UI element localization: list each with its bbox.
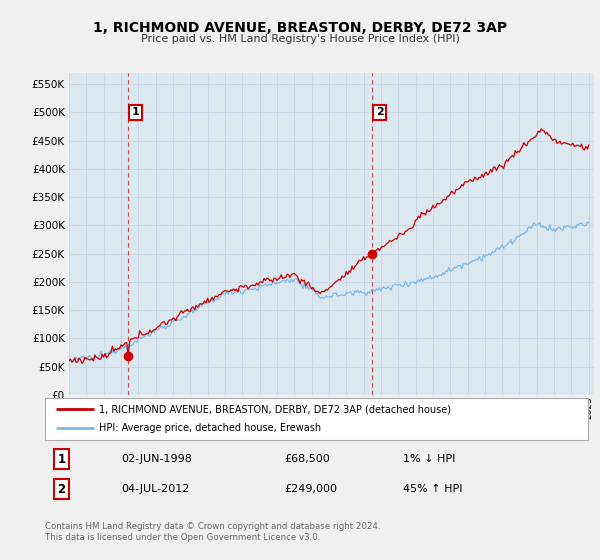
Text: 1, RICHMOND AVENUE, BREASTON, DERBY, DE72 3AP: 1, RICHMOND AVENUE, BREASTON, DERBY, DE7… [93, 21, 507, 35]
Text: 1: 1 [57, 452, 65, 465]
Text: £249,000: £249,000 [284, 484, 337, 494]
Text: 1, RICHMOND AVENUE, BREASTON, DERBY, DE72 3AP (detached house): 1, RICHMOND AVENUE, BREASTON, DERBY, DE7… [100, 404, 451, 414]
Text: 2: 2 [57, 483, 65, 496]
Text: 02-JUN-1998: 02-JUN-1998 [121, 454, 192, 464]
Text: HPI: Average price, detached house, Erewash: HPI: Average price, detached house, Erew… [100, 423, 322, 433]
Text: 45% ↑ HPI: 45% ↑ HPI [403, 484, 463, 494]
Text: 04-JUL-2012: 04-JUL-2012 [121, 484, 190, 494]
Text: 2: 2 [376, 108, 383, 118]
Text: 1% ↓ HPI: 1% ↓ HPI [403, 454, 456, 464]
Text: £68,500: £68,500 [284, 454, 329, 464]
Text: Contains HM Land Registry data © Crown copyright and database right 2024.: Contains HM Land Registry data © Crown c… [45, 522, 380, 531]
Text: Price paid vs. HM Land Registry's House Price Index (HPI): Price paid vs. HM Land Registry's House … [140, 34, 460, 44]
Text: This data is licensed under the Open Government Licence v3.0.: This data is licensed under the Open Gov… [45, 533, 320, 542]
Text: 1: 1 [132, 108, 139, 118]
